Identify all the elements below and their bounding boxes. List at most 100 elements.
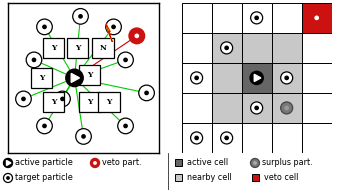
Bar bbox=[302, 33, 332, 63]
Bar bbox=[212, 33, 242, 63]
Circle shape bbox=[61, 97, 64, 101]
Text: Y: Y bbox=[51, 98, 56, 106]
Polygon shape bbox=[254, 74, 261, 82]
Bar bbox=[272, 63, 302, 93]
Circle shape bbox=[221, 42, 232, 54]
Circle shape bbox=[285, 76, 288, 80]
Bar bbox=[302, 93, 332, 123]
Circle shape bbox=[281, 72, 293, 84]
Bar bbox=[272, 93, 302, 123]
Circle shape bbox=[191, 72, 203, 84]
Text: Y: Y bbox=[51, 44, 56, 52]
Bar bbox=[79, 92, 100, 112]
Circle shape bbox=[255, 106, 258, 110]
Circle shape bbox=[251, 12, 263, 24]
Circle shape bbox=[139, 85, 155, 101]
Circle shape bbox=[76, 129, 91, 144]
Bar bbox=[272, 123, 302, 153]
Circle shape bbox=[124, 58, 127, 62]
Bar bbox=[302, 123, 332, 153]
Text: N: N bbox=[100, 44, 106, 52]
Polygon shape bbox=[71, 73, 79, 82]
Text: Y: Y bbox=[87, 71, 92, 79]
Circle shape bbox=[43, 124, 46, 127]
Circle shape bbox=[285, 106, 288, 110]
Bar bbox=[242, 93, 272, 123]
Text: Y: Y bbox=[106, 98, 112, 106]
Circle shape bbox=[37, 118, 52, 134]
Bar bbox=[43, 38, 64, 58]
Bar bbox=[302, 3, 332, 33]
Circle shape bbox=[16, 91, 31, 107]
Bar bbox=[212, 123, 242, 153]
Bar bbox=[98, 92, 120, 112]
Circle shape bbox=[195, 136, 198, 140]
Bar bbox=[182, 93, 212, 123]
Polygon shape bbox=[106, 24, 112, 42]
Text: Y: Y bbox=[75, 44, 80, 52]
Circle shape bbox=[129, 28, 145, 44]
Text: active cell: active cell bbox=[187, 158, 228, 167]
Circle shape bbox=[7, 177, 9, 179]
Circle shape bbox=[55, 91, 70, 107]
Circle shape bbox=[43, 25, 46, 28]
Circle shape bbox=[90, 158, 100, 167]
Circle shape bbox=[94, 162, 96, 164]
Bar bbox=[242, 33, 272, 63]
Bar bbox=[182, 33, 212, 63]
Bar bbox=[242, 123, 272, 153]
Circle shape bbox=[251, 102, 263, 114]
Circle shape bbox=[82, 135, 85, 138]
Bar bbox=[174, 159, 182, 166]
Bar bbox=[212, 3, 242, 33]
Circle shape bbox=[3, 173, 13, 182]
Circle shape bbox=[311, 12, 323, 24]
Circle shape bbox=[124, 124, 127, 127]
Circle shape bbox=[255, 16, 258, 20]
Bar bbox=[212, 93, 242, 123]
Circle shape bbox=[250, 71, 263, 85]
Circle shape bbox=[251, 158, 260, 167]
Bar bbox=[272, 33, 302, 63]
Circle shape bbox=[37, 19, 52, 35]
Circle shape bbox=[66, 69, 83, 87]
Circle shape bbox=[112, 25, 115, 28]
Text: surplus part.: surplus part. bbox=[262, 158, 313, 167]
Bar bbox=[79, 65, 100, 85]
Circle shape bbox=[191, 132, 203, 144]
Text: target particle: target particle bbox=[15, 173, 73, 182]
Circle shape bbox=[145, 91, 148, 95]
Text: active particle: active particle bbox=[15, 158, 73, 167]
Bar bbox=[67, 38, 88, 58]
Text: nearby cell: nearby cell bbox=[187, 173, 232, 182]
Bar bbox=[242, 63, 272, 93]
Circle shape bbox=[22, 97, 25, 101]
Bar bbox=[182, 123, 212, 153]
Circle shape bbox=[118, 118, 133, 134]
Circle shape bbox=[225, 136, 228, 140]
Circle shape bbox=[32, 58, 35, 62]
Bar bbox=[182, 63, 212, 93]
Bar bbox=[302, 63, 332, 93]
Circle shape bbox=[281, 102, 293, 114]
Circle shape bbox=[106, 19, 121, 35]
Bar bbox=[272, 3, 302, 33]
Bar bbox=[92, 38, 114, 58]
Circle shape bbox=[195, 76, 198, 80]
Circle shape bbox=[315, 16, 318, 20]
Bar bbox=[43, 92, 64, 112]
Text: veto part.: veto part. bbox=[102, 158, 142, 167]
Circle shape bbox=[118, 52, 133, 68]
Bar bbox=[31, 68, 52, 88]
Polygon shape bbox=[7, 161, 11, 165]
Bar bbox=[252, 174, 259, 181]
Circle shape bbox=[3, 158, 13, 167]
Circle shape bbox=[26, 52, 42, 68]
Circle shape bbox=[135, 34, 139, 37]
Bar bbox=[174, 174, 182, 181]
Bar bbox=[182, 3, 212, 33]
Bar bbox=[242, 3, 272, 33]
Bar bbox=[212, 63, 242, 93]
Circle shape bbox=[225, 46, 228, 50]
Circle shape bbox=[73, 9, 88, 24]
